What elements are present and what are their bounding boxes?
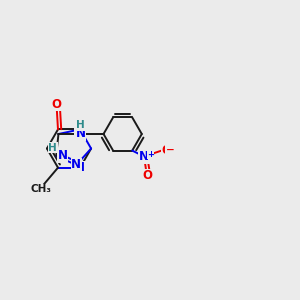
Text: H: H xyxy=(76,120,85,130)
Text: O: O xyxy=(162,144,172,157)
Text: N: N xyxy=(75,161,85,174)
Text: N: N xyxy=(58,149,68,162)
Text: +: + xyxy=(147,150,154,159)
Text: CH₃: CH₃ xyxy=(30,184,51,194)
Text: N: N xyxy=(71,158,81,171)
Text: −: − xyxy=(166,145,174,155)
Text: N: N xyxy=(76,128,85,140)
Text: H: H xyxy=(48,143,57,153)
Text: N: N xyxy=(75,123,85,136)
Text: O: O xyxy=(52,98,61,111)
Text: N: N xyxy=(139,150,149,163)
Text: O: O xyxy=(142,169,152,182)
